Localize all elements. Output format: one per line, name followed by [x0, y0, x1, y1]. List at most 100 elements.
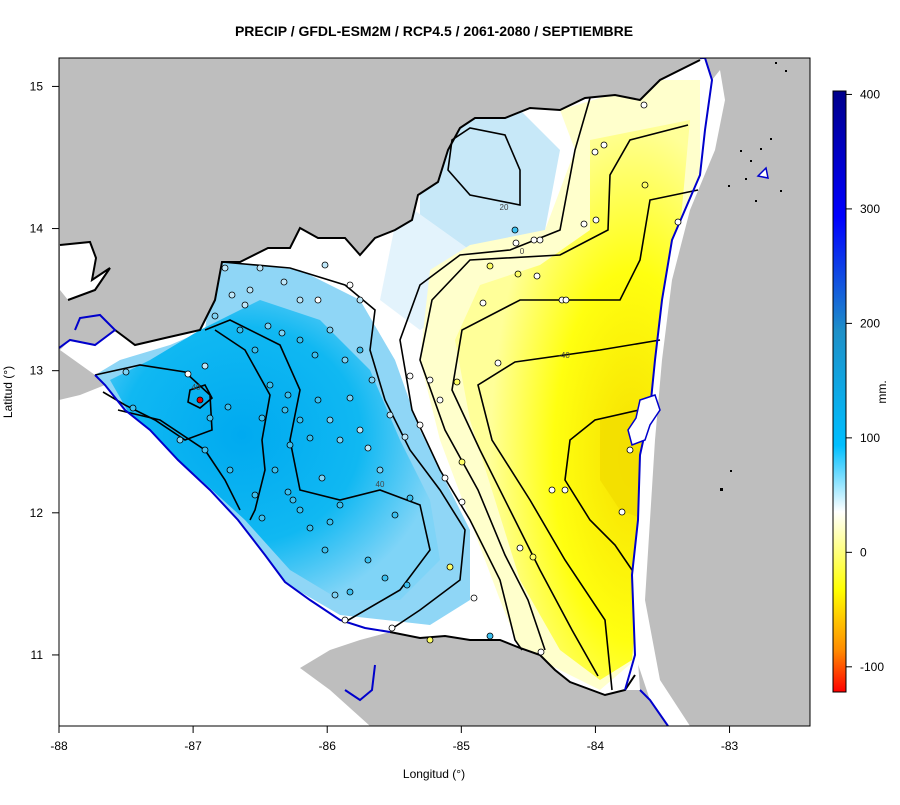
station-marker	[548, 486, 556, 494]
pacific-coastline	[59, 313, 391, 702]
station-marker	[176, 436, 184, 444]
station-marker	[356, 426, 364, 434]
station-marker	[246, 286, 254, 294]
station-marker	[306, 524, 314, 532]
station-marker	[341, 616, 349, 624]
colorbar-ticks: 400 300 200 100 0 -100	[846, 87, 884, 674]
y-axis-label: Latitud (°)	[1, 366, 15, 418]
x-tick-label: -84	[587, 739, 605, 753]
contour-neg40	[451, 189, 699, 677]
station-marker	[479, 299, 487, 307]
station-marker	[306, 434, 314, 442]
y-tick-label: 12	[30, 506, 44, 520]
x-axis-label: Longitud (°)	[403, 767, 465, 781]
station-marker	[458, 458, 466, 466]
station-marker	[618, 508, 626, 516]
station-marker	[674, 218, 682, 226]
station-marker	[236, 326, 244, 334]
x-tick-label: -87	[184, 739, 202, 753]
station-marker	[533, 272, 541, 280]
station-marker	[122, 368, 130, 376]
contour-40-outer	[221, 261, 466, 631]
lagoon-outline	[627, 394, 661, 446]
station-marker	[326, 518, 334, 526]
station-marker	[403, 581, 411, 589]
land-east-outline-fill	[632, 70, 725, 726]
station-marker	[368, 376, 376, 384]
colorbar-tick-label: 0	[860, 545, 867, 559]
station-marker	[356, 346, 364, 354]
station-marker	[226, 466, 234, 474]
y-tick-label: 15	[30, 79, 44, 93]
island-outline	[756, 166, 769, 179]
station-marker	[356, 296, 364, 304]
station-marker	[271, 466, 279, 474]
contour-neg20	[419, 124, 689, 651]
station-marker	[129, 404, 137, 412]
cays	[720, 62, 787, 491]
station-marker	[346, 588, 354, 596]
station-marker	[388, 624, 396, 632]
station-marker	[228, 291, 236, 299]
station-marker	[224, 403, 232, 411]
caribbean-coastline	[624, 58, 714, 726]
station-marker	[536, 236, 544, 244]
station-marker	[286, 441, 294, 449]
station-marker	[311, 351, 319, 359]
station-marker	[562, 296, 570, 304]
contour-60b	[214, 329, 271, 521]
contour-0	[399, 97, 591, 651]
station-marker	[296, 336, 304, 344]
colorbar-unit: mm.	[875, 380, 889, 403]
map-area: 20 0 -40 40 40	[59, 58, 810, 726]
contour-neg40b	[477, 339, 661, 691]
station-marker	[470, 594, 478, 602]
contour-neg60	[564, 407, 649, 571]
station-marker	[346, 394, 354, 402]
station-marker	[258, 414, 266, 422]
station-marker	[486, 262, 494, 270]
station-marker	[184, 370, 192, 378]
contour-label: 0	[520, 247, 525, 256]
station-marker	[416, 421, 424, 429]
station-marker	[278, 329, 286, 337]
station-marker	[341, 356, 349, 364]
station-marker	[406, 372, 414, 380]
station-marker	[580, 220, 588, 228]
station-marker	[266, 381, 274, 389]
plot-frame	[58, 57, 811, 727]
y-tick-label: 11	[31, 648, 44, 662]
station-marker	[530, 236, 538, 244]
contour-label: 40	[376, 480, 385, 489]
station-marker	[381, 574, 389, 582]
station-marker	[426, 636, 434, 644]
station-marker	[446, 563, 454, 571]
station-marker	[529, 553, 537, 561]
land-honduras	[59, 58, 705, 348]
station-marker	[511, 226, 519, 234]
station-marker	[401, 433, 409, 441]
station-marker	[512, 239, 520, 247]
station-marker	[284, 391, 292, 399]
nicaragua-border	[59, 59, 701, 697]
station-marker	[196, 396, 204, 404]
station-marker	[331, 591, 339, 599]
contour-80	[187, 384, 214, 409]
station-marker	[296, 296, 304, 304]
station-marker	[600, 141, 608, 149]
colorbar: 400 300 200 100 0 -100 mm.	[832, 87, 889, 693]
colorbar-tick-label: -100	[860, 660, 884, 674]
station-marker	[296, 416, 304, 424]
station-marker	[256, 264, 264, 272]
colorbar-tick-label: 100	[860, 431, 880, 445]
station-marker	[641, 181, 649, 189]
station-marker	[211, 312, 219, 320]
station-marker	[591, 148, 599, 156]
station-marker	[336, 436, 344, 444]
station-marker	[441, 474, 449, 482]
y-tick-label: 13	[30, 364, 44, 378]
station-marker	[406, 494, 414, 502]
contour-40-inner	[204, 319, 431, 623]
station-marker	[241, 301, 249, 309]
station-marker	[640, 101, 648, 109]
